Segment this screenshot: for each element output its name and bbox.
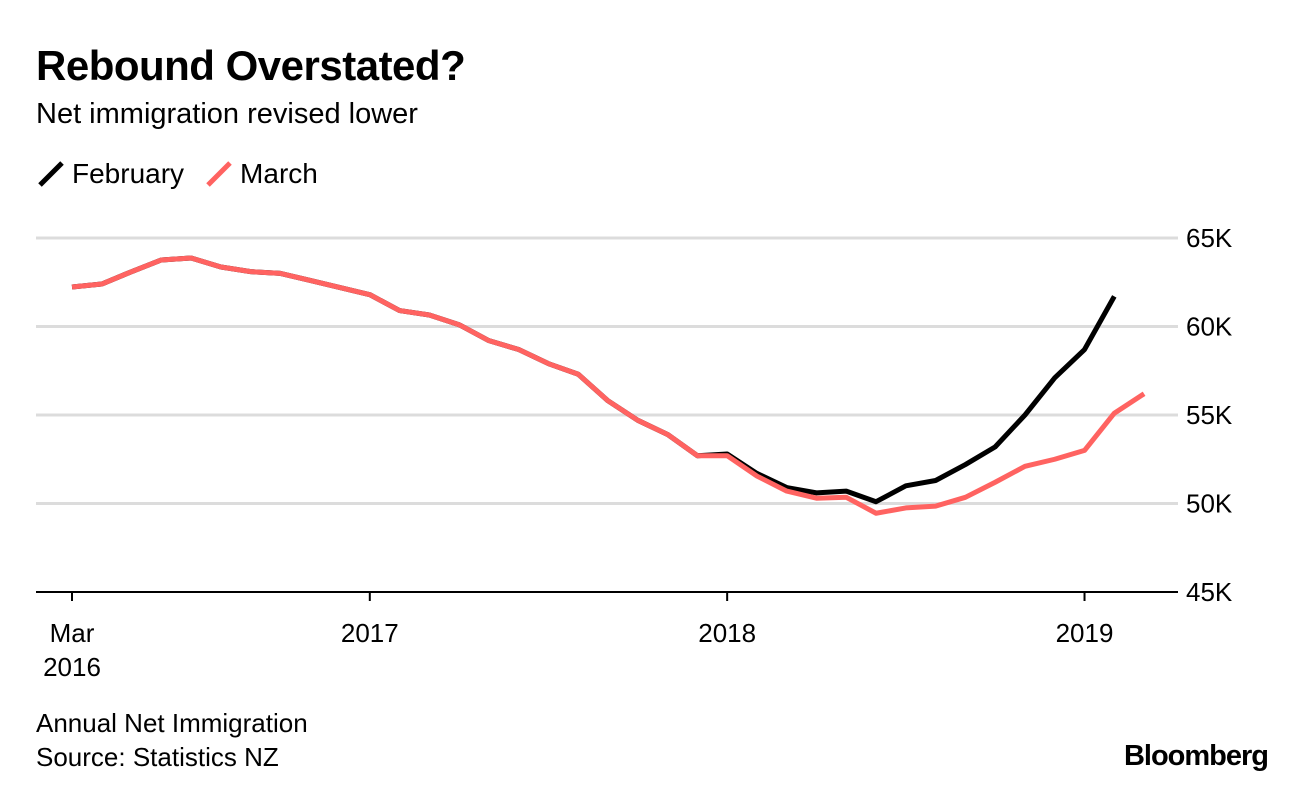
y-tick-label: 55K: [1186, 400, 1233, 430]
x-tick-label: Mar: [50, 618, 95, 648]
footer-note: Annual Net Immigration: [36, 708, 308, 738]
y-tick-label: 50K: [1186, 489, 1233, 519]
x-tick-label-year: 2016: [43, 652, 101, 682]
x-tick-label: 2019: [1056, 618, 1114, 648]
y-tick-label: 65K: [1186, 223, 1233, 253]
legend-item-march: March: [204, 158, 318, 190]
bloomberg-logo: Bloomberg: [1123, 740, 1269, 772]
legend-swatch-march: [206, 161, 232, 187]
legend-swatch-february: [38, 161, 64, 187]
x-tick-label: 2017: [341, 618, 399, 648]
footer: Annual Net Immigration Source: Statistic…: [36, 706, 308, 774]
series-line-february: [71, 255, 1117, 505]
x-tick-label: 2018: [698, 618, 756, 648]
legend-label-february: February: [72, 158, 185, 189]
chart-title: Rebound Overstated?: [36, 42, 466, 89]
series-line-march: [71, 255, 1146, 516]
legend: February March: [36, 158, 338, 190]
y-tick-label: 60K: [1186, 312, 1233, 342]
chart-subtitle: Net immigration revised lower: [36, 98, 418, 130]
y-tick-label: 45K: [1186, 577, 1233, 607]
legend-item-february: February: [36, 158, 184, 190]
footer-source: Source: Statistics NZ: [36, 742, 279, 772]
legend-label-march: March: [240, 158, 318, 189]
